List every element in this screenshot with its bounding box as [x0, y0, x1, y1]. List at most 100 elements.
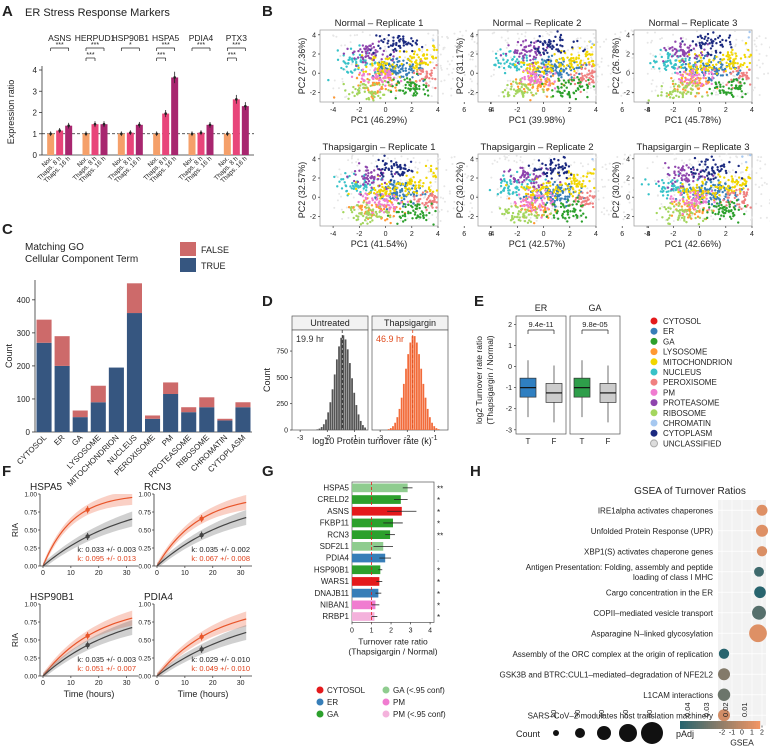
point-protein: [748, 61, 752, 65]
point-protein: [551, 82, 554, 85]
point-protein: [706, 69, 710, 72]
point-protein: [561, 45, 564, 48]
point-protein: [546, 207, 549, 210]
point-unclassified: [470, 69, 473, 72]
point-protein: [357, 49, 360, 53]
point-unclassified: [393, 157, 396, 160]
point-protein: [568, 59, 571, 62]
point-protein: [730, 93, 734, 97]
point-protein: [706, 43, 710, 46]
point-unclassified: [336, 176, 339, 179]
point-protein: [399, 216, 403, 220]
point-protein: [523, 91, 526, 95]
point-unclassified: [558, 169, 561, 172]
point-protein: [346, 71, 350, 74]
point-protein: [719, 51, 722, 54]
point-protein: [519, 200, 523, 203]
point-unclassified: [356, 164, 359, 167]
point-protein: [561, 216, 565, 219]
point-protein: [500, 190, 503, 194]
point-protein: [739, 81, 742, 84]
point-protein: [359, 184, 362, 188]
point-protein: [584, 79, 588, 83]
point-protein: [507, 207, 510, 211]
point-protein: [520, 82, 523, 85]
point-protein: [697, 73, 701, 76]
point-protein: [393, 67, 396, 70]
point-protein: [678, 70, 682, 74]
point-protein: [391, 183, 394, 186]
point-unclassified: [713, 173, 716, 176]
point-protein: [393, 179, 396, 183]
point-unclassified: [505, 197, 508, 200]
point-protein: [362, 86, 365, 90]
point-protein: [688, 58, 691, 62]
point-protein: [587, 69, 591, 72]
point-protein: [670, 214, 674, 217]
point-protein: [507, 91, 510, 94]
point-protein: [394, 86, 397, 89]
point-protein: [533, 75, 536, 79]
point-protein: [530, 91, 533, 94]
point-protein: [364, 189, 368, 192]
point-protein: [412, 66, 415, 69]
point-unclassified: [662, 167, 665, 170]
point-protein: [537, 47, 540, 50]
point-unclassified: [441, 35, 444, 38]
point-unclassified: [551, 207, 554, 210]
point-unclassified: [438, 158, 441, 161]
point-protein: [551, 89, 554, 92]
point-protein: [640, 183, 644, 186]
point-protein: [517, 178, 520, 182]
point-protein: [498, 65, 501, 69]
point-protein: [677, 190, 680, 194]
point-unclassified: [696, 40, 699, 43]
point-protein: [571, 210, 575, 213]
point-protein: [547, 67, 550, 70]
point-protein: [569, 73, 573, 76]
panel-b-ylabel: PC2 (32.57%): [297, 162, 307, 219]
point-protein: [593, 186, 596, 190]
point-protein: [553, 208, 557, 211]
point-protein: [338, 180, 341, 183]
point-unclassified: [667, 45, 670, 48]
point-protein: [380, 85, 383, 89]
panel-a-mean-point: [120, 132, 123, 136]
point-protein: [715, 85, 719, 89]
point-protein: [570, 53, 573, 56]
panel-letter-A: A: [2, 3, 13, 20]
point-unclassified: [418, 218, 421, 221]
point-unclassified: [474, 92, 477, 95]
point-protein: [545, 167, 548, 170]
point-protein: [557, 87, 560, 90]
point-unclassified: [339, 54, 342, 57]
point-unclassified: [628, 191, 631, 194]
point-protein: [376, 90, 380, 93]
point-protein: [540, 183, 543, 187]
point-protein: [374, 67, 377, 70]
point-unclassified: [620, 185, 623, 188]
point-protein: [704, 77, 708, 80]
point-protein: [511, 211, 515, 215]
point-protein: [412, 56, 416, 59]
point-unclassified: [440, 80, 443, 83]
point-unclassified: [340, 208, 343, 211]
point-unclassified: [529, 216, 532, 219]
point-unclassified: [511, 182, 514, 185]
point-unclassified: [352, 196, 355, 199]
point-protein: [693, 194, 696, 197]
point-protein: [674, 173, 677, 177]
point-protein: [393, 188, 396, 191]
point-protein: [544, 189, 547, 192]
point-unclassified: [505, 87, 508, 90]
point-protein: [679, 54, 682, 58]
point-protein: [407, 203, 410, 207]
point-protein: [364, 45, 368, 48]
point-protein: [718, 67, 721, 71]
point-unclassified: [653, 31, 656, 34]
point-unclassified: [535, 219, 538, 222]
point-unclassified: [673, 158, 676, 161]
point-protein: [657, 184, 661, 188]
point-unclassified: [474, 65, 477, 68]
point-protein: [676, 179, 679, 182]
